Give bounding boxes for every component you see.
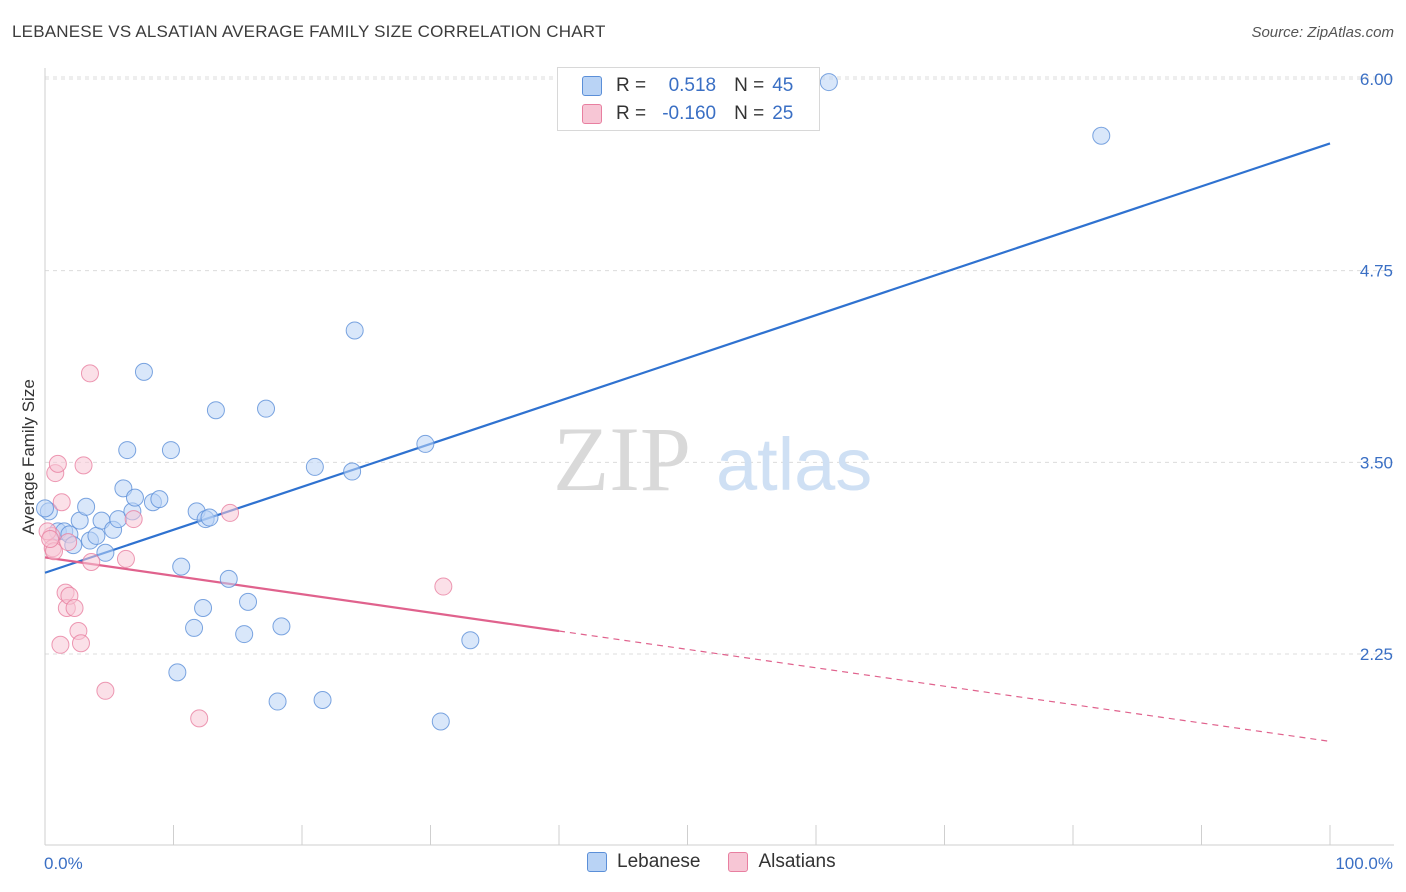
r-value: -0.160 <box>662 103 717 124</box>
lebanese-swatch <box>582 76 602 96</box>
watermark-zip: ZIP <box>553 408 691 510</box>
alsatian-point <box>82 553 101 571</box>
lebanese-point <box>239 592 258 611</box>
legend-item-alsatians[interactable]: Alsatians <box>728 851 836 873</box>
y-tick-label: 2.25 <box>1360 645 1393 664</box>
source-label: Source: ZipAtlas.com <box>1251 24 1394 41</box>
lebanese-point <box>1092 126 1111 145</box>
n-label: N = <box>734 75 765 96</box>
lebanese-point <box>172 557 191 576</box>
alsatian-point <box>80 364 99 383</box>
r-label: R = <box>616 103 647 124</box>
lebanese-point <box>77 497 96 516</box>
alsatian-point <box>71 634 90 653</box>
n-value: 45 <box>772 75 794 96</box>
watermark-atlas: atlas <box>716 423 872 506</box>
lebanese-point <box>168 663 187 682</box>
alsatian-point <box>41 530 60 548</box>
lebanese-trend-line <box>44 142 1331 574</box>
lebanese-point <box>313 691 332 709</box>
lebanese-point <box>194 599 213 617</box>
lebanese-point <box>206 401 225 420</box>
n-label: N = <box>734 103 765 124</box>
legend-label: Alsatians <box>758 851 836 872</box>
x-tick-label: 100.0% <box>1335 854 1393 873</box>
alsatian-point <box>190 709 209 728</box>
lebanese-point <box>305 457 324 476</box>
alsatian-point <box>124 510 143 529</box>
lebanese-point <box>431 712 450 731</box>
lebanese-point <box>345 321 364 340</box>
data-points <box>36 73 1111 731</box>
y-axis-title: Average Family Size <box>19 379 38 535</box>
y-tick-label: 3.50 <box>1360 453 1393 472</box>
lebanese-point <box>416 434 435 453</box>
alsatian-point <box>74 456 93 475</box>
series-legend: Lebanese Alsatians <box>587 851 864 873</box>
lebanese-point <box>185 618 204 637</box>
legend-row-alsatians: R = -0.160 N = 25 <box>582 101 793 127</box>
stats-legend: R = 0.518 N = 45 R = -0.160 N = 25 <box>557 67 820 131</box>
lebanese-point <box>268 692 287 711</box>
lebanese-point <box>219 569 238 588</box>
alsatian-point <box>96 681 115 700</box>
gridlines <box>45 76 1394 655</box>
lebanese-point <box>118 441 137 460</box>
r-label: R = <box>616 75 647 96</box>
lebanese-point <box>343 462 362 481</box>
alsatian-swatch <box>728 852 749 872</box>
lebanese-point <box>235 625 254 644</box>
tick-labels: 2.25 3.50 4.75 6.00 0.0% 100.0% Average Family… <box>19 70 1393 873</box>
lebanese-point <box>257 399 276 418</box>
lebanese-point <box>87 526 106 545</box>
y-tick-label: 6.00 <box>1360 70 1393 89</box>
alsatian-point <box>52 493 71 512</box>
alsatian-point <box>116 549 135 568</box>
alsatian-point <box>48 454 67 473</box>
alsatian-point <box>434 577 453 596</box>
legend-item-lebanese[interactable]: Lebanese <box>587 851 700 873</box>
legend-row-lebanese: R = 0.518 N = 45 <box>582 73 793 99</box>
lebanese-point <box>36 499 54 518</box>
n-value: 25 <box>772 103 794 124</box>
lebanese-point <box>125 488 144 507</box>
lebanese-point <box>272 617 291 636</box>
lebanese-point <box>96 543 115 562</box>
alsatian-trend-line <box>44 556 560 633</box>
lebanese-point <box>150 490 169 509</box>
lebanese-point <box>134 362 153 381</box>
legend-label: Lebanese <box>617 851 701 872</box>
watermark: ZIP atlas <box>553 408 872 510</box>
chart-title: LEBANESE VS ALSATIAN AVERAGE FAMILY SIZE… <box>12 22 606 41</box>
alsatian-point <box>51 635 70 654</box>
alsatian-swatch <box>582 104 602 124</box>
lebanese-point <box>461 631 480 650</box>
trend-lines <box>44 142 1331 742</box>
alsatian-point <box>65 599 84 617</box>
lebanese-swatch <box>587 852 607 872</box>
lebanese-point <box>161 441 180 460</box>
lebanese-point <box>200 508 219 527</box>
x-tick-label: 0.0% <box>44 854 83 873</box>
axes <box>44 68 1394 846</box>
r-value: 0.518 <box>668 75 717 96</box>
alsatian-point <box>59 533 78 552</box>
lebanese-point <box>819 73 838 92</box>
y-tick-label: 4.75 <box>1360 262 1393 281</box>
alsatian-point <box>221 503 240 522</box>
alsatian-trend-extension <box>558 630 1331 742</box>
